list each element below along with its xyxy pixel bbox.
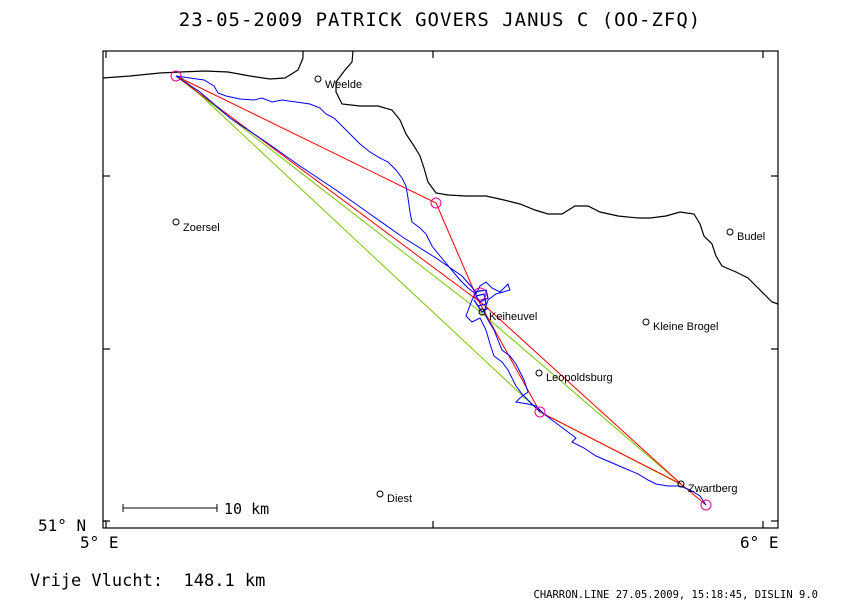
zoersel-marker [172,218,180,226]
task-line [175,75,707,506]
kleine-brogel-marker [642,318,650,326]
place-label-keiheuvel: Keiheuvel [489,311,537,323]
zwartberg-marker [677,480,685,488]
turnpoint-3 [534,406,546,418]
place-label-kleine-brogel: Kleine Brogel [653,321,718,333]
place-label-budel: Budel [737,231,765,243]
finish-turnpoint [700,499,712,511]
budel-marker [726,228,734,236]
scale-bar-label: 10 km [224,500,269,518]
place-label-zwartberg: Zwartberg [688,483,738,495]
map-frame [102,50,779,529]
turnpoint-keiheuvel [473,287,487,301]
footer-credit: CHARRON.LINE 27.05.2009, 15:18:45, DISLI… [534,589,818,601]
scale-bar [122,504,218,512]
place-markers [172,75,734,498]
start-turnpoint [170,70,182,82]
lat-label: 51° N [38,516,86,535]
map-title: 23-05-2009 PATRICK GOVERS JANUS C (OO-ZF… [179,9,701,31]
place-label-zoersel: Zoersel [183,222,220,234]
turnpoint-1 [430,197,442,209]
weelde-marker [314,75,322,83]
lon-label-left: 5° E [80,533,119,552]
keiheuvel-marker [478,308,486,316]
leopoldsburg-marker [535,369,543,377]
place-label-weelde: Weelde [325,79,362,91]
turnpoint-markers [170,70,712,511]
free-flight-distance: Vrije Vlucht: 148.1 km [30,571,265,591]
place-label-diest: Diest [387,493,412,505]
task-line-2 [175,75,682,485]
lon-label-right: 6° E [740,533,779,552]
axis-ticks [103,51,778,528]
place-label-leopoldsburg: Leopoldsburg [546,372,613,384]
diest-marker [376,490,384,498]
country-border [102,50,779,305]
track-knot [473,289,489,313]
free-flight-line [175,75,682,485]
flight-track [175,75,707,506]
